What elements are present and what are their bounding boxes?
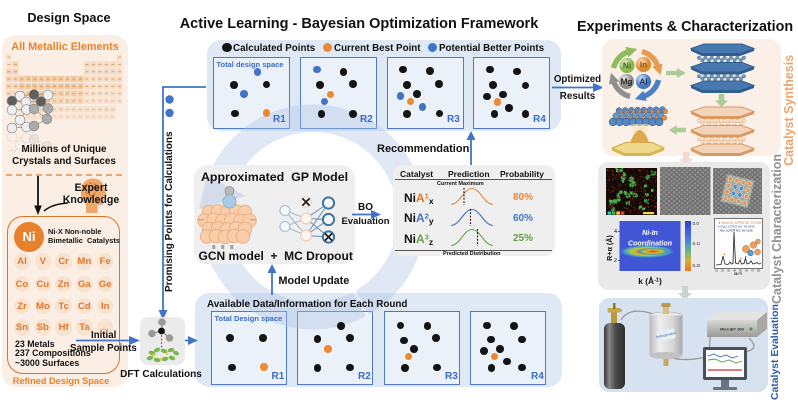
svg-text:Ni-In: Ni-In xyxy=(642,229,658,237)
svg-text:70: 70 xyxy=(751,268,755,272)
svg-text:--: -- xyxy=(250,215,256,225)
svg-text:80: 80 xyxy=(757,268,761,272)
svg-text:▲: ▲ xyxy=(723,252,726,256)
svg-text:● MgO JCPDS NO. 45-0946: ● MgO JCPDS NO. 45-0946 xyxy=(718,224,755,228)
svg-text:MicroBT 300: MicroBT 300 xyxy=(720,327,745,332)
svg-text:30: 30 xyxy=(727,268,731,272)
svg-text:0.0: 0.0 xyxy=(693,221,700,226)
svg-text:--: -- xyxy=(198,215,204,225)
svg-text:●: ● xyxy=(745,254,747,258)
svg-text:- NiIn JCPDS NO. 65-1628: - NiIn JCPDS NO. 65-1628 xyxy=(718,228,753,232)
svg-text:40: 40 xyxy=(733,268,737,272)
svg-text:▲ Mg₂In₃Oₖ JCPDS NO. 21-1152: ▲ Mg₂In₃Oₖ JCPDS NO. 21-1152 xyxy=(718,220,762,224)
svg-text:●: ● xyxy=(733,227,735,231)
svg-text:k (Å-1): k (Å-1) xyxy=(638,276,662,286)
svg-text:Hydrogenation: Hydrogenation xyxy=(655,331,676,339)
svg-text:2: 2 xyxy=(614,258,617,264)
svg-text:10: 10 xyxy=(715,268,719,272)
svg-text:50: 50 xyxy=(739,268,743,272)
svg-text:▲: ▲ xyxy=(740,256,743,260)
svg-text:60: 60 xyxy=(745,268,749,272)
svg-text:2θ (°): 2θ (°) xyxy=(734,271,742,274)
svg-text:In: In xyxy=(640,61,647,70)
svg-text:Mg: Mg xyxy=(621,78,633,87)
svg-text:Coordination: Coordination xyxy=(628,240,673,248)
svg-text:0.10: 0.10 xyxy=(693,241,701,246)
svg-text:4: 4 xyxy=(614,229,617,235)
svg-text:R+α (Å): R+α (Å) xyxy=(605,235,614,261)
svg-text:Al: Al xyxy=(639,78,647,87)
svg-text:Ni: Ni xyxy=(623,62,631,71)
svg-text:20: 20 xyxy=(721,268,725,272)
svg-text:0.20: 0.20 xyxy=(693,263,701,268)
